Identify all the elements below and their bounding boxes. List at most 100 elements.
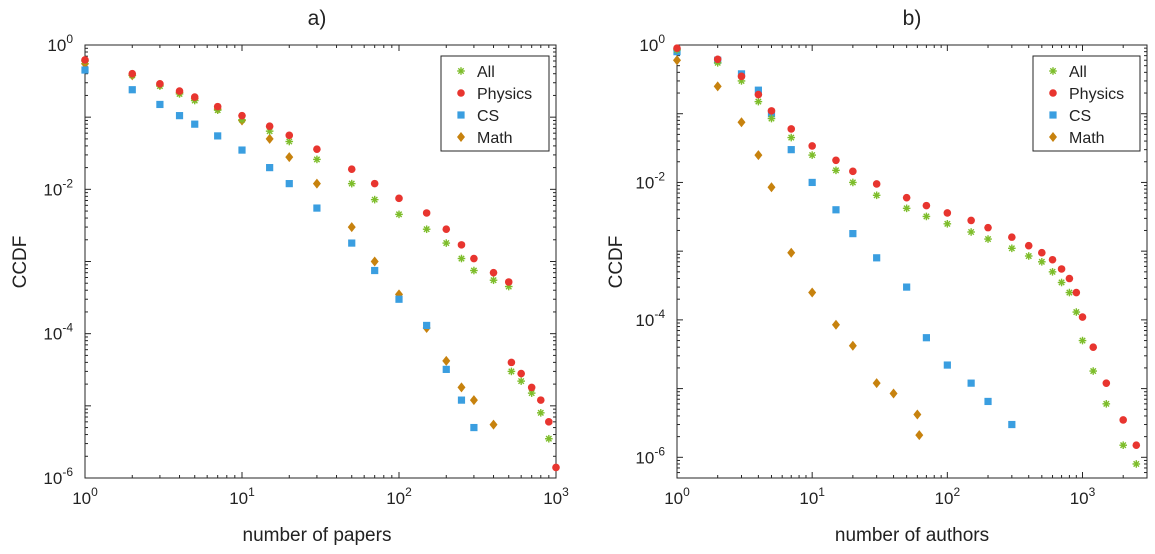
data-point-physics [395, 194, 403, 203]
data-point-all [984, 235, 992, 243]
data-point-all [849, 178, 857, 187]
data-point-all [1008, 244, 1016, 253]
data-point-cs [238, 146, 246, 154]
panel-b-legend: All Physics CS Math [1032, 55, 1141, 152]
panel-a: a) CCDF number of papers 100 101 102 103100… [10, 7, 569, 546]
data-point-physics [489, 268, 498, 277]
data-point-physics [1048, 255, 1057, 264]
data-point-cs [903, 283, 911, 291]
data-point-math [787, 247, 796, 258]
data-point-physics [832, 156, 840, 165]
data-point-physics [787, 125, 796, 133]
data-point-physics [545, 418, 553, 426]
data-point-physics [943, 209, 952, 217]
x-tick-label: 102 [386, 485, 412, 508]
data-point-all [395, 210, 403, 219]
data-point-all [1038, 258, 1046, 266]
x-tick-label: 103 [543, 485, 569, 508]
legend-label-cs: CS [477, 108, 499, 125]
data-point-math [808, 287, 817, 298]
panel-a-tick-labels: 100 101 102 103 100 10-2 10-4 10-6 [43, 32, 569, 508]
data-point-physics [190, 93, 199, 101]
legend-label-cs: CS [1069, 108, 1091, 125]
legend-label-math: Math [1069, 130, 1105, 147]
data-point-cs [156, 100, 164, 109]
data-point-cs [1008, 420, 1016, 429]
data-point-physics [737, 72, 746, 81]
data-point-math [442, 355, 451, 366]
data-point-all [285, 137, 294, 146]
data-point-physics [156, 79, 164, 88]
data-point-all [1065, 288, 1074, 297]
data-point-cs [371, 266, 379, 275]
legend-marker-cs [457, 111, 465, 119]
data-point-math [285, 152, 294, 163]
legend-marker-physics [457, 89, 465, 97]
data-point-cs [457, 396, 466, 404]
data-point-all [536, 409, 545, 417]
data-point-math [469, 395, 478, 406]
data-point-physics [265, 122, 274, 130]
data-point-physics [1024, 241, 1033, 250]
data-point-cs [442, 365, 450, 373]
data-point-cs [285, 180, 293, 188]
data-point-cs [266, 164, 274, 172]
data-point-physics [872, 180, 881, 188]
x-tick-label: 101 [229, 485, 255, 508]
y-tick-label: 10-6 [635, 444, 665, 467]
legend-label-physics: Physics [477, 86, 532, 103]
data-point-all [1089, 367, 1098, 375]
legend-marker-cs [1049, 111, 1057, 119]
data-point-all [347, 179, 356, 188]
data-point-cs [470, 423, 478, 432]
data-point-physics [754, 90, 763, 99]
data-point-physics [213, 102, 222, 111]
data-point-all [422, 225, 431, 234]
legend-marker-physics [1049, 89, 1057, 97]
data-point-physics [1119, 416, 1127, 424]
panel-a-marks [81, 56, 560, 472]
data-point-all [922, 212, 931, 221]
data-point-physics [470, 254, 478, 263]
y-tick-label: 10-2 [635, 169, 665, 192]
panel-a-ticks [84, 44, 557, 479]
data-point-math [312, 178, 321, 189]
data-point-all [545, 434, 553, 443]
data-point-physics [536, 396, 545, 404]
data-point-physics [507, 358, 516, 367]
data-point-physics [347, 165, 356, 174]
data-point-all [754, 97, 763, 106]
data-point-physics [1089, 343, 1098, 352]
legend-marker-all [1049, 67, 1057, 75]
data-point-all [370, 195, 379, 204]
data-point-physics [1072, 288, 1081, 297]
data-point-math [673, 55, 681, 66]
panel-b-marks [673, 44, 1141, 468]
panel-b: b) CCDF number of authors 100 101 102 10310… [606, 7, 1148, 546]
data-point-physics [849, 167, 857, 176]
data-point-all [457, 254, 466, 263]
data-point-physics [1102, 379, 1111, 387]
data-point-physics [238, 111, 246, 120]
data-point-cs [395, 295, 403, 303]
data-point-physics [1065, 274, 1074, 283]
data-point-all [872, 191, 881, 200]
x-tick-label: 102 [935, 485, 961, 508]
data-point-all [767, 114, 776, 123]
data-point-all [507, 367, 516, 376]
data-point-math [848, 340, 857, 351]
x-tick-label: 101 [799, 485, 825, 508]
data-point-math [831, 319, 840, 330]
data-point-cs [191, 120, 199, 128]
data-point-physics [673, 44, 681, 52]
legend-label-math: Math [477, 130, 513, 147]
data-point-math [265, 133, 274, 144]
data-point-all [489, 276, 498, 285]
data-point-physics [1132, 441, 1141, 450]
data-point-cs [984, 397, 992, 406]
data-point-cs [808, 178, 816, 187]
data-point-all [787, 133, 796, 142]
data-point-cs [128, 86, 136, 94]
data-point-physics [504, 278, 513, 286]
